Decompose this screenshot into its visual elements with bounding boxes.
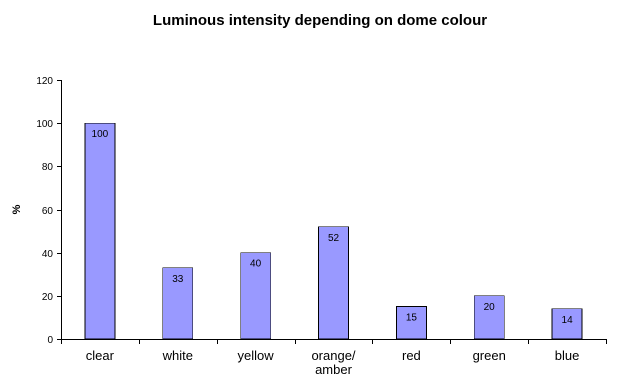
data-label: 14 [562,315,574,326]
y-axis: 0 20 40 60 80 100 120 [36,76,62,346]
bar-blue [551,308,583,340]
y-tick-label: 60 [42,206,54,217]
bar-yellow [240,252,272,340]
bar-red [395,306,427,340]
data-label: 100 [92,129,109,140]
x-category-label: red [402,348,421,363]
y-tick-label: 20 [42,292,54,303]
bar-green [473,295,505,340]
bar-clear [84,122,116,340]
data-label: 40 [250,259,262,270]
x-category-label: amber [315,362,353,377]
y-tick-label: 0 [47,335,53,346]
y-tick-label: 100 [36,119,53,130]
y-tick-label: 80 [42,162,54,173]
y-tick-label: 40 [42,249,54,260]
x-category-label: green [473,348,506,363]
x-category-label: clear [86,348,115,363]
bar-white [162,267,194,340]
bar-orange-amber [318,226,349,340]
data-label: 52 [328,233,340,244]
x-axis: clear white yellow orange/amber red green blue [61,339,607,377]
bars [84,122,583,340]
x-category-label: blue [555,348,580,363]
y-axis-label: % [11,204,23,214]
x-category-label: yellow [238,348,275,363]
data-label: 20 [484,302,496,313]
y-tick-label: 120 [36,76,53,87]
x-category-label: orange/ [311,348,355,363]
data-labels: 100 33 40 52 15 20 14 [92,129,574,326]
data-label: 33 [172,274,184,285]
chart-title: Luminous intensity depending on dome col… [153,12,487,29]
data-label: 15 [406,313,418,324]
x-category-label: white [162,348,193,363]
